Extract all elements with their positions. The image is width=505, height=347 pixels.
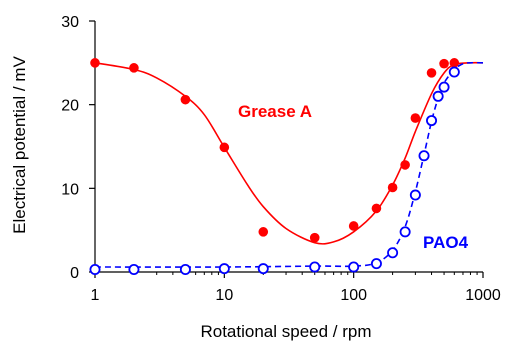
data-point-pao4 <box>418 150 430 162</box>
x-axis-ticks: 1 10 100 1000 <box>91 272 501 304</box>
y-tick-label: 0 <box>70 265 79 282</box>
x-axis-label: Rotational speed / rpm <box>200 322 371 341</box>
data-point-grease-a <box>439 58 449 69</box>
data-point-pao4 <box>426 115 438 127</box>
data-point-pao4 <box>370 258 382 270</box>
y-tick-label: 20 <box>61 98 79 115</box>
data-point-grease-a <box>348 221 359 231</box>
data-point-pao4 <box>399 226 411 238</box>
data-point-pao4 <box>348 261 360 273</box>
data-point-grease-a <box>426 68 437 78</box>
data-point-pao4 <box>309 261 321 273</box>
data-point-grease-a <box>219 142 230 153</box>
data-point-pao4 <box>438 81 450 93</box>
y-axis-label: Electrical potential / mV <box>10 56 29 234</box>
series-line-grease-a <box>94 61 484 245</box>
data-point-pao4 <box>409 189 421 201</box>
data-point-pao4 <box>128 263 140 275</box>
data-point-grease-a <box>371 203 382 214</box>
series-label-grease-a: Grease A <box>238 102 312 121</box>
data-point-grease-a <box>449 58 460 68</box>
data-point-grease-a <box>387 182 398 193</box>
data-point-grease-a <box>309 232 320 243</box>
data-point-grease-a <box>90 58 100 68</box>
series-line-pao4 <box>94 61 484 268</box>
series-layer <box>89 58 484 275</box>
data-point-grease-a <box>180 94 191 105</box>
data-point-grease-a <box>400 160 410 170</box>
data-point-pao4 <box>257 263 269 275</box>
x-tick-label: 1 <box>91 287 100 304</box>
x-tick-label: 1000 <box>465 287 501 304</box>
data-point-pao4 <box>89 263 101 275</box>
data-point-grease-a <box>129 63 139 73</box>
data-point-grease-a <box>258 227 269 237</box>
y-axis-ticks: 0 10 20 30 <box>61 14 95 282</box>
data-point-pao4 <box>387 247 399 259</box>
x-tick-label: 100 <box>340 287 367 304</box>
y-tick-label: 30 <box>61 14 79 31</box>
plot-area: 1 10 100 1000 0 10 20 30 <box>61 14 501 304</box>
data-point-pao4 <box>179 263 191 275</box>
data-point-grease-a <box>410 113 421 123</box>
data-point-pao4 <box>218 263 230 275</box>
series-label-pao4: PAO4 <box>423 233 469 252</box>
series-pao4 <box>89 61 484 275</box>
series-grease-a <box>90 58 484 245</box>
data-point-pao4 <box>448 66 460 78</box>
y-tick-label: 10 <box>61 181 79 198</box>
x-tick-label: 10 <box>215 287 233 304</box>
data-point-pao4 <box>432 90 444 102</box>
